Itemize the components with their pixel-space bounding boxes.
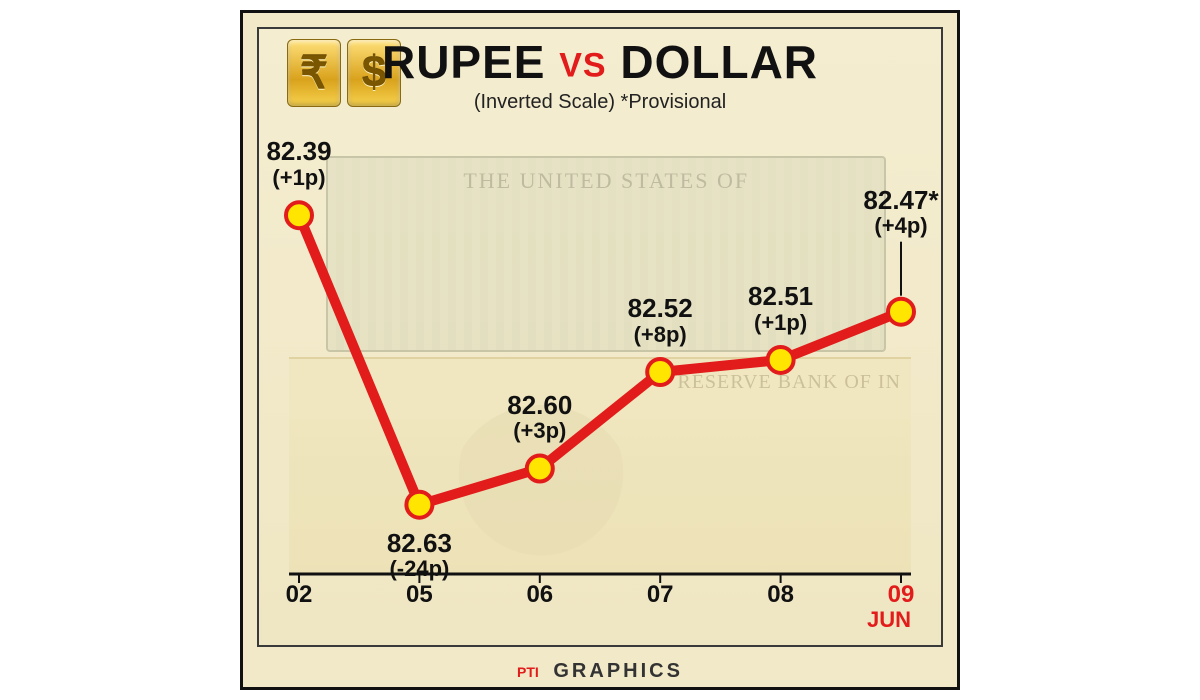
point-change: (+3p) xyxy=(507,419,572,443)
plot-area: 82.39(+1p)82.63(-24p)82.60(+3p)82.52(+8p… xyxy=(289,139,911,575)
footer-text: GRAPHICS xyxy=(553,660,683,682)
point-value: 82.39 xyxy=(266,137,331,166)
point-change: (+1p) xyxy=(748,311,813,335)
point-value: 82.63 xyxy=(387,529,452,558)
x-axis-month: JUN xyxy=(867,607,911,633)
x-tick: 08 xyxy=(767,581,794,609)
header: RUPEE VS DOLLAR (Inverted Scale) *Provis… xyxy=(259,35,941,114)
point-value: 82.47* xyxy=(863,186,938,215)
x-tick: 02 xyxy=(286,581,313,609)
source-tag: PTI xyxy=(517,664,539,680)
title-vs: VS xyxy=(559,46,606,84)
point-change: (-24p) xyxy=(387,557,452,581)
point-label: 82.63(-24p) xyxy=(387,529,452,582)
chart-subtitle: (Inverted Scale) *Provisional xyxy=(259,91,941,114)
x-tick: 09 xyxy=(888,581,915,609)
point-label: 82.60(+3p) xyxy=(507,391,572,444)
point-change: (+1p) xyxy=(266,166,331,190)
point-label: 82.52(+8p) xyxy=(628,294,693,347)
title-right: DOLLAR xyxy=(620,36,818,88)
point-value: 82.60 xyxy=(507,391,572,420)
point-label: 82.47*(+4p) xyxy=(863,186,938,239)
point-value: 82.52 xyxy=(628,294,693,323)
chart-title: RUPEE VS DOLLAR xyxy=(259,35,941,89)
point-value: 82.51 xyxy=(748,282,813,311)
title-left: RUPEE xyxy=(382,36,545,88)
x-tick: 05 xyxy=(406,581,433,609)
inner-frame: ₹ $ RUPEE VS DOLLAR (Inverted Scale) *Pr… xyxy=(257,27,943,647)
infographic-card: ₹ $ RUPEE VS DOLLAR (Inverted Scale) *Pr… xyxy=(240,10,960,690)
point-label: 82.51(+1p) xyxy=(748,282,813,335)
x-tick: 06 xyxy=(526,581,553,609)
point-label: 82.39(+1p) xyxy=(266,137,331,190)
line-chart xyxy=(289,139,911,575)
x-axis: JUN 020506070809 xyxy=(289,579,911,627)
x-tick: 07 xyxy=(647,581,674,609)
point-change: (+4p) xyxy=(863,214,938,238)
footer-credit: PTI GRAPHICS xyxy=(243,660,957,683)
point-change: (+8p) xyxy=(628,323,693,347)
